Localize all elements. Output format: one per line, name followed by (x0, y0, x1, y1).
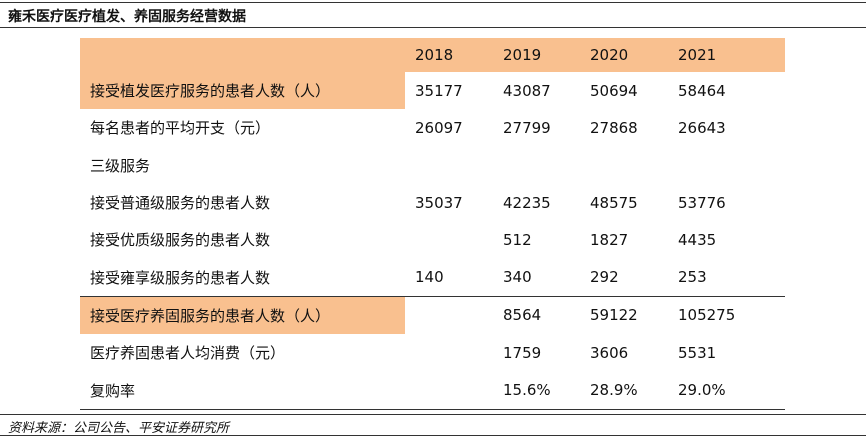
row-label: 接受雍享级服务的患者人数 (90, 268, 271, 287)
source-note: 资料来源：公司公告、平安证券研究所 (8, 421, 230, 436)
cell (580, 147, 668, 184)
table-row: 三级服务 (80, 147, 785, 184)
cell: 48575 (590, 193, 638, 212)
cell: 4435 (678, 230, 717, 249)
row-label: 接受植发医疗服务的患者人数（人） (80, 72, 405, 110)
table-row: 接受植发医疗服务的患者人数（人） 35177 43087 50694 58464 (80, 72, 785, 110)
row-label: 每名患者的平均开支（元） (90, 119, 271, 138)
header-cell: 2021 (668, 38, 785, 72)
row-label: 接受医疗养固服务的患者人数（人） (80, 295, 405, 335)
cell: 3606 (590, 343, 629, 362)
cell: 1759 (503, 343, 542, 362)
header-row: 2018 2019 2020 2021 (80, 38, 785, 72)
table-row: 医疗养固患者人均消费（元） 1759 3606 5531 (80, 334, 785, 371)
rule (0, 435, 866, 436)
cell (405, 334, 493, 371)
cell: 15.6% (493, 371, 580, 410)
rule (0, 414, 866, 415)
cell: 105275 (668, 295, 785, 335)
cell: 53776 (678, 193, 726, 212)
cell: 35177 (415, 81, 463, 100)
cell: 1827 (590, 230, 629, 249)
cell: 28.9% (580, 371, 668, 410)
table-row: 接受医疗养固服务的患者人数（人） 8564 59122 105275 (80, 295, 785, 335)
cell: 340 (503, 268, 532, 287)
cell: 27868 (590, 118, 638, 137)
cell: 140 (415, 268, 444, 287)
table-row: 接受普通级服务的患者人数 35037 42235 48575 53776 (80, 184, 785, 221)
header-cell: 2018 (405, 38, 493, 72)
cell: 5531 (678, 343, 717, 362)
cell: 26643 (678, 118, 726, 137)
table-row: 每名患者的平均开支（元） 26097 27799 27868 26643 (80, 109, 785, 146)
cell: 292 (590, 268, 619, 287)
cell: 253 (678, 268, 707, 287)
cell: 512 (503, 230, 532, 249)
row-label: 医疗养固患者人均消费（元） (90, 344, 286, 363)
header-cell (80, 38, 405, 72)
cell: 43087 (503, 81, 551, 100)
cell: 27799 (503, 118, 551, 137)
cell: 35037 (415, 193, 463, 212)
table-row: 复购率 15.6% 28.9% 29.0% (80, 371, 785, 410)
cell: 58464 (678, 81, 726, 100)
cell (405, 295, 493, 335)
header-cell: 2019 (493, 38, 580, 72)
row-label: 三级服务 (90, 156, 151, 175)
data-table: 2018 2019 2020 2021 接受植发医疗服务的患者人数（人） 35177 430… (80, 38, 785, 410)
title: 雍禾医疗医疗植发、养固服务经营数据 (8, 9, 246, 25)
cell (493, 147, 580, 184)
cell (405, 147, 493, 184)
cell (405, 221, 493, 258)
cell: 59122 (580, 295, 668, 335)
header-cell: 2020 (580, 38, 668, 72)
row-label: 接受普通级服务的患者人数 (90, 194, 271, 213)
cell: 29.0% (668, 371, 785, 410)
table-row: 接受雍享级服务的患者人数 140 340 292 253 (80, 258, 785, 296)
cell (405, 371, 493, 410)
cell (668, 147, 785, 184)
cell: 42235 (503, 193, 551, 212)
cell: 8564 (493, 295, 580, 335)
cell: 26097 (415, 118, 463, 137)
rule (0, 27, 866, 28)
row-label: 复购率 (80, 371, 405, 410)
table-row: 接受优质级服务的患者人数 512 1827 4435 (80, 221, 785, 258)
row-label: 接受优质级服务的患者人数 (90, 231, 271, 250)
cell: 50694 (590, 81, 638, 100)
rule (0, 2, 866, 3)
